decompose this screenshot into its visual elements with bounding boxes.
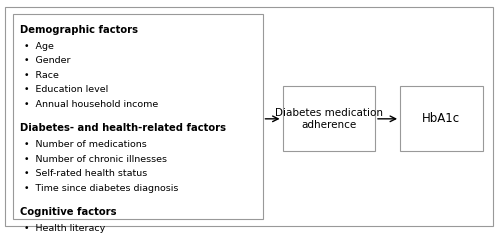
Text: Diabetes- and health-related factors: Diabetes- and health-related factors: [20, 123, 226, 134]
Text: •  Health literacy: • Health literacy: [24, 224, 105, 233]
Text: •  Gender: • Gender: [24, 56, 70, 65]
Text: •  Annual household income: • Annual household income: [24, 100, 158, 109]
Text: Diabetes medication
adherence: Diabetes medication adherence: [275, 108, 383, 130]
Text: Cognitive factors: Cognitive factors: [20, 207, 116, 217]
Text: •  Time since diabetes diagnosis: • Time since diabetes diagnosis: [24, 184, 178, 193]
Bar: [282, 86, 375, 151]
Text: •  Age: • Age: [24, 42, 54, 51]
Text: •  Education level: • Education level: [24, 85, 108, 94]
Text: HbA1c: HbA1c: [422, 112, 461, 125]
Bar: [12, 14, 262, 219]
Text: •  Number of chronic illnesses: • Number of chronic illnesses: [24, 155, 167, 164]
Bar: [400, 86, 482, 151]
Text: Demographic factors: Demographic factors: [20, 25, 138, 35]
Text: •  Race: • Race: [24, 71, 58, 80]
Text: •  Self-rated health status: • Self-rated health status: [24, 169, 147, 178]
Text: •  Number of medications: • Number of medications: [24, 140, 146, 149]
